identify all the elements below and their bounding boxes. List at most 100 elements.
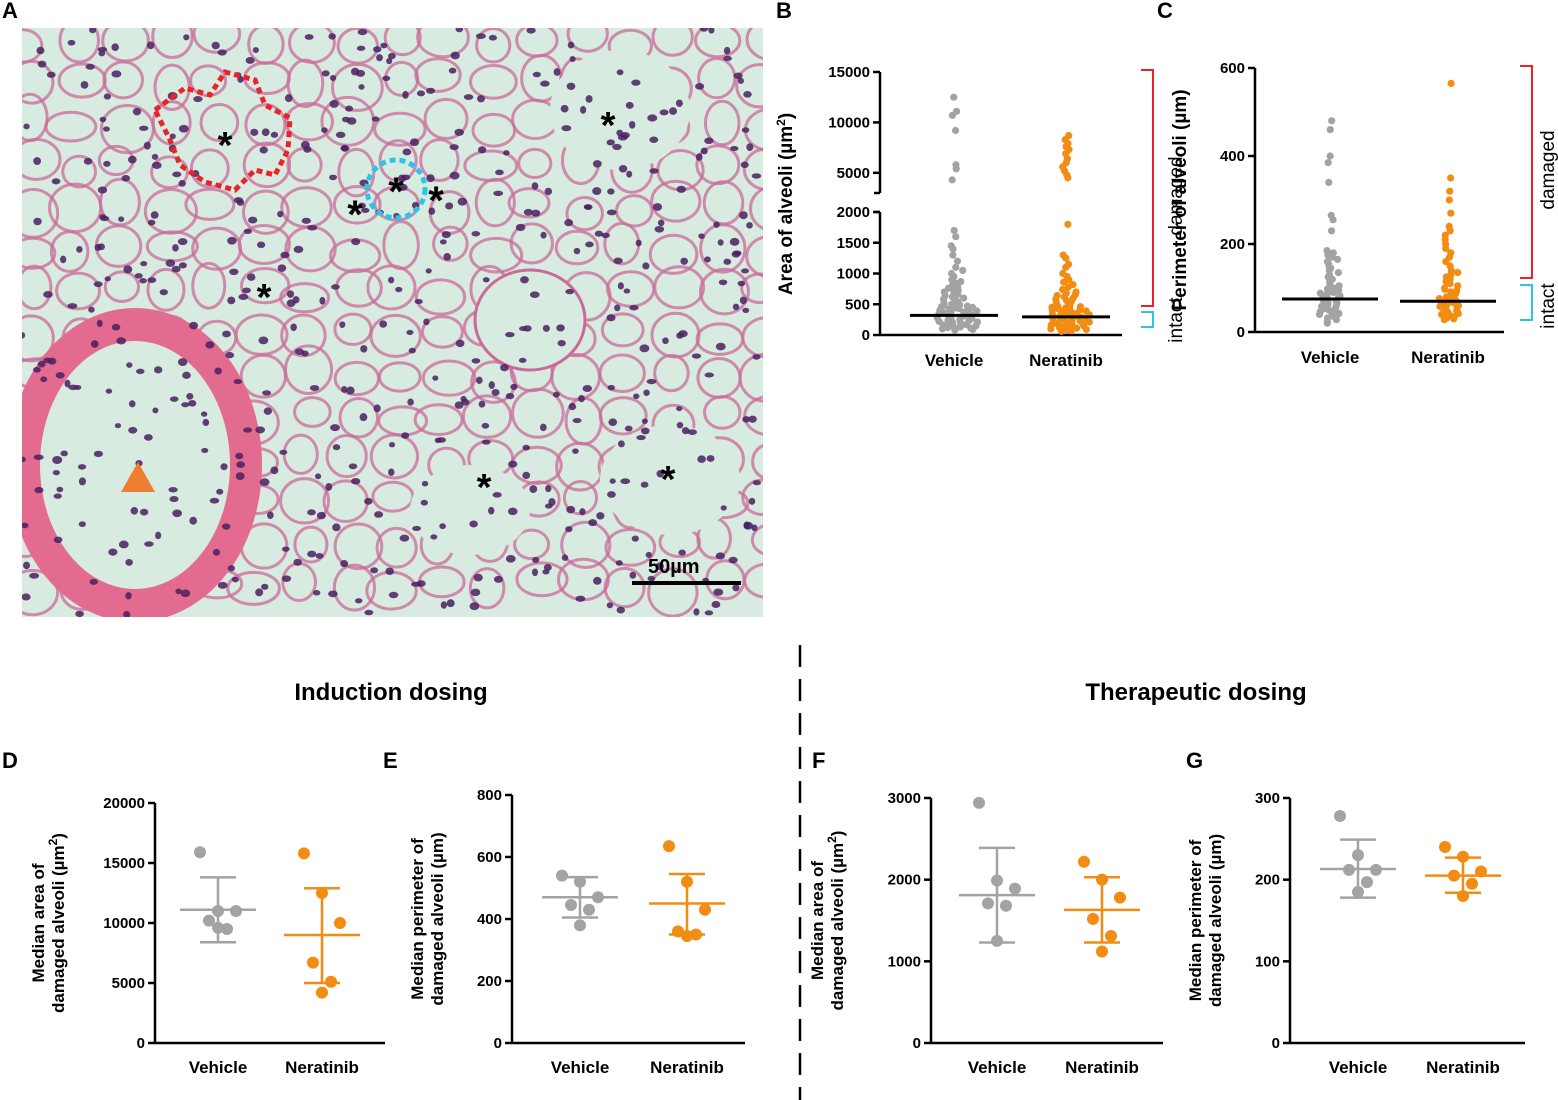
alveolar-septum xyxy=(475,28,512,64)
nucleus xyxy=(33,454,44,460)
alveolar-septum xyxy=(653,265,706,310)
nucleus xyxy=(118,540,129,549)
nucleus xyxy=(649,136,659,144)
nucleus xyxy=(140,261,148,267)
nucleus xyxy=(56,486,64,493)
nucleus xyxy=(340,144,349,152)
data-point-vehicle xyxy=(203,914,215,927)
nucleus xyxy=(624,425,633,432)
nucleus xyxy=(675,99,683,107)
data-point-neratinib xyxy=(325,975,337,988)
alveolar-septum xyxy=(366,264,417,311)
nucleus xyxy=(76,245,83,253)
y-tick-label: 500 xyxy=(845,296,870,313)
nucleus xyxy=(561,554,569,561)
nucleus xyxy=(471,358,481,364)
nucleus xyxy=(539,423,547,432)
nucleus xyxy=(99,116,107,123)
nucleus xyxy=(578,394,585,403)
nucleus xyxy=(165,259,176,267)
alveolar-septum xyxy=(22,59,55,105)
nucleus xyxy=(214,367,223,375)
nucleus xyxy=(227,236,237,245)
nucleus xyxy=(186,392,194,400)
nucleus xyxy=(553,68,561,76)
nucleus xyxy=(434,437,442,444)
alveolar-septum xyxy=(507,187,551,219)
nucleus xyxy=(693,608,700,616)
alveolar-septum xyxy=(103,270,141,303)
nucleus xyxy=(172,171,182,178)
data-point-neratinib xyxy=(1446,280,1454,288)
alveolar-septum xyxy=(377,361,422,393)
alveolar-septum xyxy=(598,353,646,394)
y-axis-label-part: Perimeter of alveoli ( xyxy=(1170,123,1191,311)
nucleus xyxy=(461,398,470,406)
nucleus xyxy=(329,100,339,108)
nucleus xyxy=(532,71,541,78)
nucleus xyxy=(531,209,541,217)
intact-marker: * xyxy=(428,179,444,223)
alveolar-septum xyxy=(383,28,422,57)
nucleus xyxy=(636,434,646,441)
nucleus xyxy=(561,125,572,132)
alveolar-septum xyxy=(146,267,186,312)
data-point-vehicle xyxy=(952,165,960,173)
nucleus xyxy=(22,456,27,463)
alveolar-septum xyxy=(698,267,750,316)
nucleus xyxy=(518,357,527,363)
y-axis-label: damaged alveoli (µm) xyxy=(1206,834,1225,1007)
data-point-vehicle xyxy=(212,921,224,934)
intact-marker: * xyxy=(388,170,404,214)
y-axis-label-part: Area of alveoli ( xyxy=(776,153,797,295)
data-point-vehicle xyxy=(1315,310,1324,318)
y-axis-label-part: damaged alveoli ( xyxy=(49,870,68,1013)
nucleus xyxy=(277,210,284,218)
data-point-neratinib xyxy=(1446,227,1454,235)
nucleus xyxy=(676,406,683,412)
nucleus xyxy=(345,105,354,112)
nucleus xyxy=(281,546,290,552)
data-point-vehicle xyxy=(1352,849,1364,862)
y-axis-label-part: ) xyxy=(828,831,847,837)
nucleus xyxy=(715,342,726,351)
nucleus xyxy=(493,575,503,583)
nucleus xyxy=(22,593,31,601)
alveolar-septum xyxy=(293,525,329,564)
alveolar-septum xyxy=(420,315,464,349)
nucleus xyxy=(370,567,379,574)
nucleus xyxy=(211,41,220,50)
nucleus xyxy=(751,524,758,532)
alveolar-septum xyxy=(279,282,331,314)
nucleus xyxy=(492,491,502,498)
y-tick-label: 100 xyxy=(1255,953,1280,970)
nucleus xyxy=(52,456,63,464)
nucleus xyxy=(97,46,108,52)
alveolar-septum xyxy=(699,223,747,274)
damaged-marker: * xyxy=(601,105,616,147)
alveolar-septum xyxy=(694,28,742,59)
nucleus xyxy=(150,211,159,219)
nucleus xyxy=(67,303,78,309)
alveolar-septum xyxy=(337,147,376,198)
nucleus xyxy=(656,469,664,478)
alveolar-septum xyxy=(469,63,518,100)
nucleus xyxy=(388,591,399,599)
nucleus xyxy=(80,80,89,89)
data-point-neratinib xyxy=(1096,873,1108,886)
nucleus xyxy=(281,575,292,582)
nucleus xyxy=(748,497,756,505)
nucleus xyxy=(493,190,504,197)
nucleus xyxy=(355,69,366,77)
nucleus xyxy=(348,463,358,470)
nucleus xyxy=(662,337,669,345)
alveolar-septum xyxy=(751,444,763,480)
alveolar-septum xyxy=(509,222,554,265)
alveolar-septum xyxy=(293,396,332,428)
nucleus xyxy=(704,137,714,145)
data-point-vehicle xyxy=(1335,309,1343,318)
nucleus xyxy=(177,238,188,246)
nucleus xyxy=(182,371,191,379)
nucleus xyxy=(108,548,118,556)
y-axis-label-part: 2 xyxy=(774,119,788,126)
